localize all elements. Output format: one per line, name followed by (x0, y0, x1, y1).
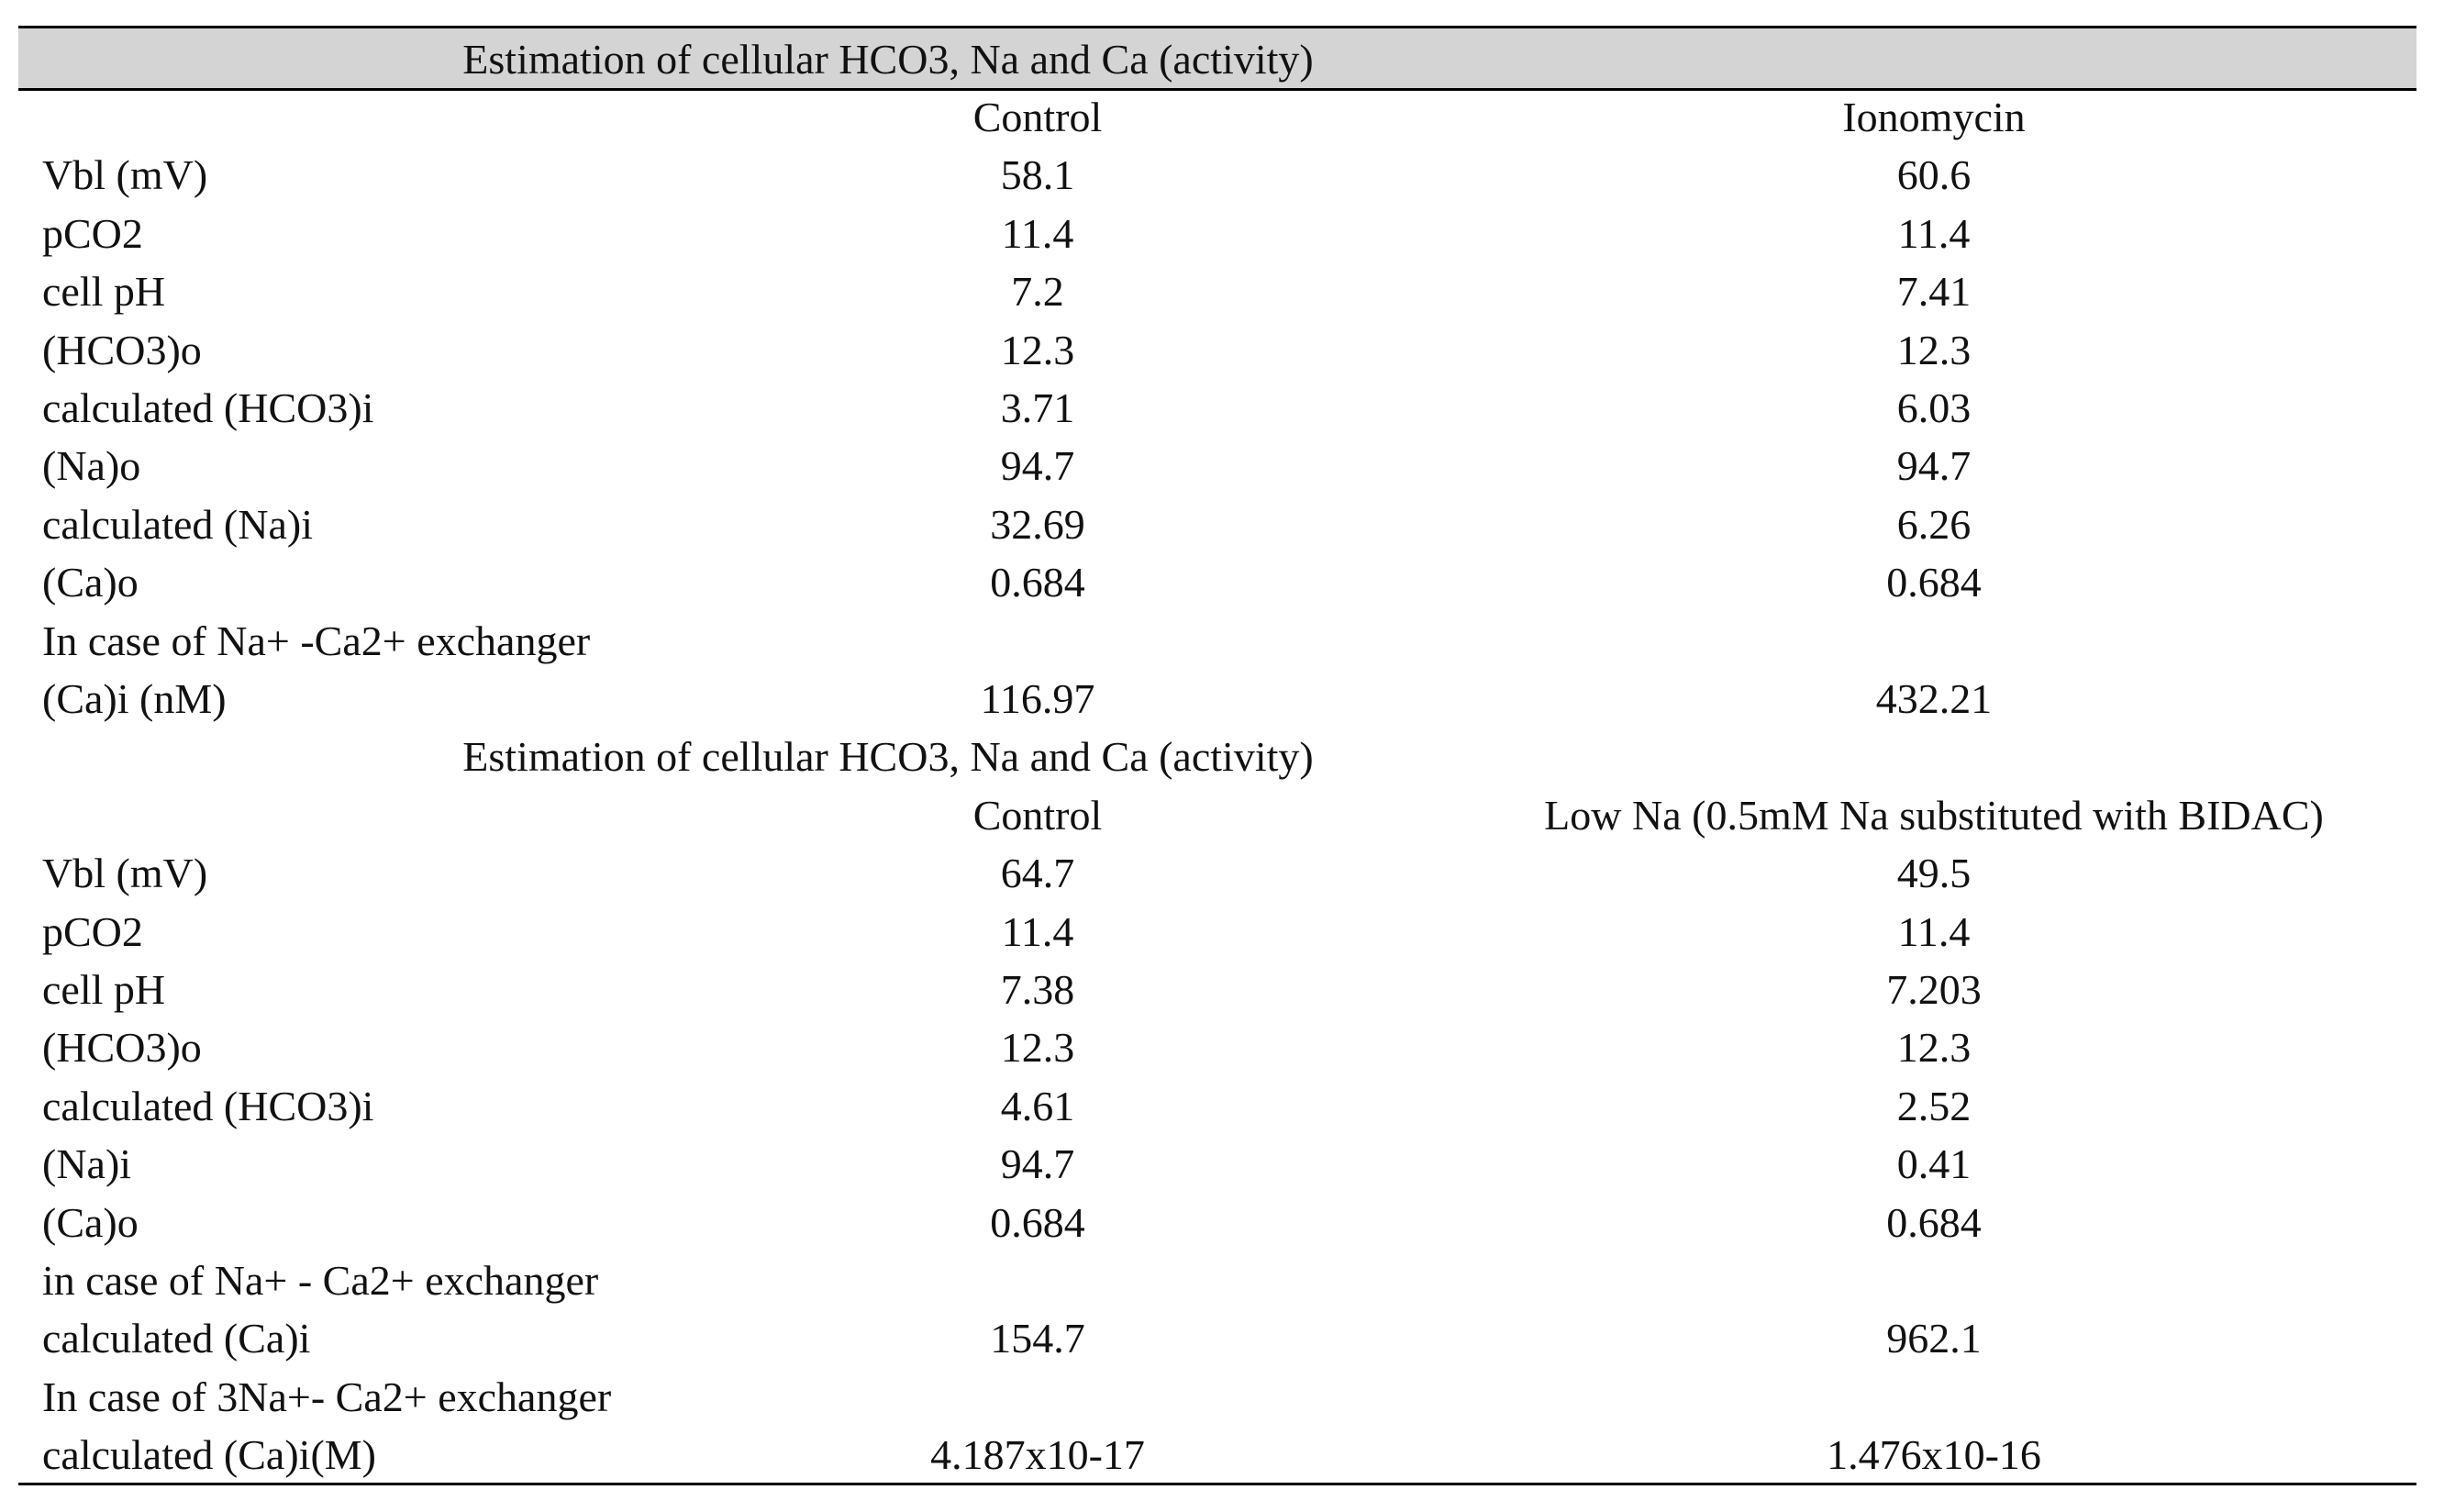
row-label: cell pH (42, 268, 166, 316)
cell-value: 12.3 (1000, 1024, 1075, 1072)
cell-value: 4.187x10-17 (930, 1431, 1145, 1479)
row-label: In case of 3Na+- Ca2+ exchanger (42, 1373, 612, 1420)
row-label: Vbl (mV) (42, 151, 208, 199)
cell-value: 11.4 (1897, 209, 1971, 257)
row-label: calculated (Na)i (42, 500, 313, 548)
cell-value: 7.203 (1886, 966, 1982, 1013)
cell-value: 6.03 (1896, 384, 1972, 431)
cell-value: 7.38 (1000, 966, 1075, 1013)
row-label: cell pH (42, 966, 166, 1013)
cell-value: 116.97 (980, 675, 1095, 722)
cell-value: 432.21 (1875, 675, 1993, 722)
cell-value: 12.3 (1896, 326, 1972, 373)
header-rule (18, 88, 2416, 91)
cell-value: 94.7 (1000, 1140, 1075, 1188)
row-label: (Na)i (42, 1140, 132, 1188)
cell-value: 12.3 (1000, 326, 1075, 373)
row-label: Vbl (mV) (42, 850, 208, 897)
cell-value: 0.684 (1886, 1198, 1982, 1246)
cell-value: 154.7 (990, 1315, 1085, 1362)
cell-value: 0.684 (990, 1198, 1085, 1246)
section-title: Estimation of cellular HCO3, Na and Ca (… (462, 733, 1314, 781)
cell-value: 11.4 (1001, 907, 1074, 955)
row-label: calculated (HCO3)i (42, 1082, 374, 1129)
section-title: Estimation of cellular HCO3, Na and Ca (… (462, 35, 1314, 83)
cell-value: 11.4 (1897, 907, 1971, 955)
cell-value: 3.71 (1000, 384, 1075, 431)
bottom-rule (18, 1483, 2416, 1485)
title-band (18, 27, 2416, 89)
column-header: Control (972, 94, 1103, 140)
row-label: (Ca)i (nM) (42, 675, 227, 722)
cell-value: 7.41 (1896, 268, 1972, 316)
row-label: (Ca)o (42, 559, 139, 606)
column-header: Control (972, 791, 1103, 839)
cell-value: 94.7 (1000, 442, 1075, 490)
row-label: In case of Na+ -Ca2+ exchanger (42, 617, 591, 664)
cell-value: 0.684 (1886, 559, 1982, 606)
column-header: Ionomycin (1842, 94, 2026, 140)
row-label: calculated (Ca)i (42, 1315, 311, 1362)
cell-value: 94.7 (1896, 442, 1972, 490)
cell-value: 7.2 (1011, 268, 1064, 316)
cell-value: 60.6 (1896, 151, 1972, 199)
row-label: pCO2 (42, 907, 143, 955)
row-label: (Ca)o (42, 1198, 139, 1246)
cell-value: 64.7 (1000, 850, 1075, 897)
top-rule (18, 26, 2416, 28)
cell-value: 49.5 (1896, 850, 1972, 897)
cell-value: 962.1 (1886, 1315, 1982, 1362)
row-label: (HCO3)o (42, 326, 202, 373)
cell-value: 4.61 (1000, 1082, 1075, 1129)
cell-value: 2.52 (1896, 1082, 1972, 1129)
cell-value: 58.1 (1000, 151, 1075, 199)
cell-value: 1.476x10-16 (1827, 1431, 2041, 1479)
column-header: Low Na (0.5mM Na substituted with BIDAC) (1544, 791, 2324, 839)
cell-value: 12.3 (1896, 1024, 1972, 1072)
cell-value: 32.69 (990, 500, 1085, 548)
cell-value: 6.26 (1896, 500, 1972, 548)
cell-value: 0.684 (990, 559, 1085, 606)
row-label: calculated (Ca)i(M) (42, 1431, 376, 1479)
row-label: pCO2 (42, 209, 143, 257)
row-label: (Na)o (42, 442, 141, 490)
row-label: in case of Na+ - Ca2+ exchanger (42, 1257, 599, 1304)
row-label: (HCO3)o (42, 1024, 202, 1072)
cell-value: 0.41 (1896, 1140, 1972, 1188)
row-label: calculated (HCO3)i (42, 384, 374, 431)
cell-value: 11.4 (1001, 209, 1074, 257)
